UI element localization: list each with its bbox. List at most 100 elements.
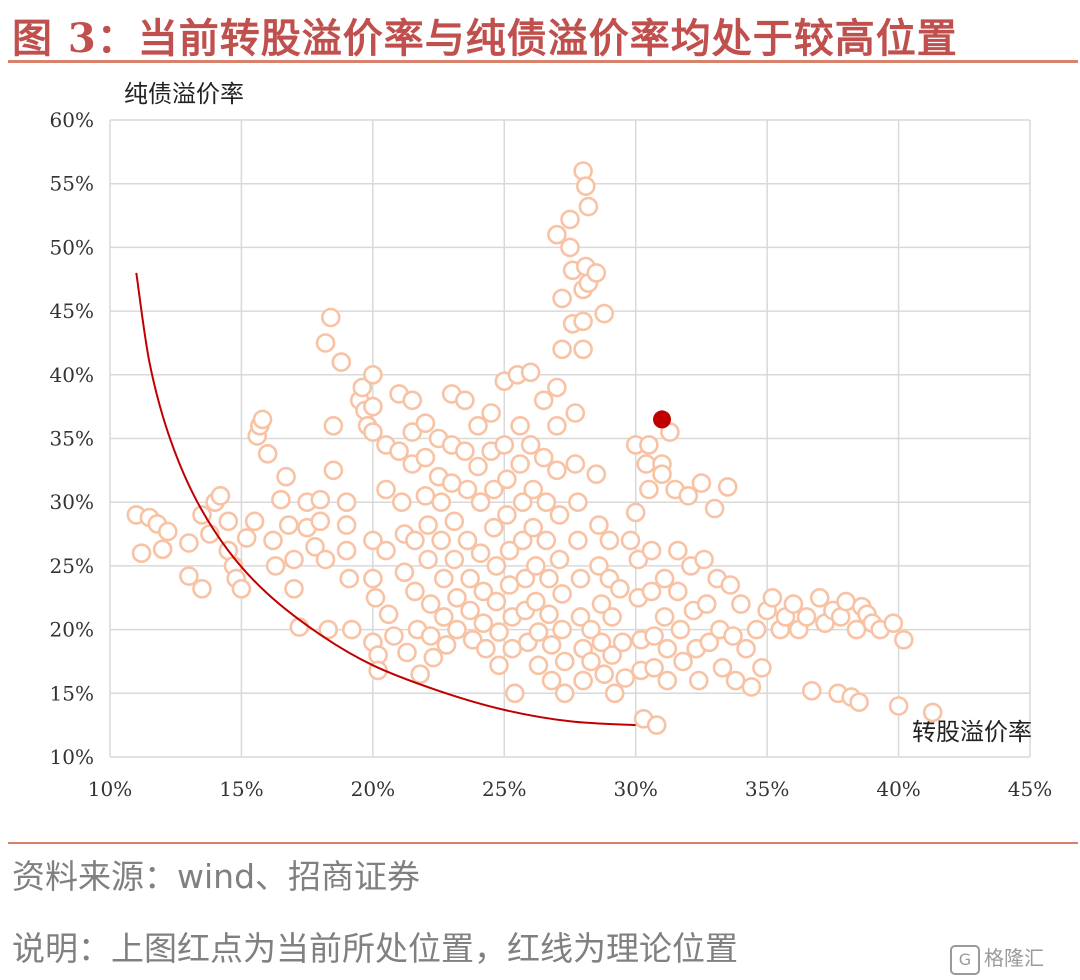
scatter-point	[639, 479, 659, 500]
scatter-point	[384, 626, 404, 646]
scatter-point	[573, 339, 593, 360]
scatter-point	[691, 473, 712, 493]
scatter-point	[688, 670, 709, 691]
scatter-point	[497, 505, 517, 525]
scatter-point	[431, 530, 452, 551]
scatter-point	[560, 237, 580, 258]
scatter-point	[423, 647, 444, 668]
scatter-point	[455, 390, 475, 411]
scatter-point	[639, 435, 659, 455]
scatter-point	[554, 651, 575, 672]
scatter-point	[528, 622, 549, 642]
scatter-point	[523, 517, 544, 538]
scatter-point	[481, 403, 501, 423]
scatter-point	[305, 536, 325, 557]
scatter-point	[405, 581, 425, 602]
scatter-point	[470, 543, 491, 564]
scatter-point	[646, 715, 667, 735]
scatter-point	[433, 607, 454, 627]
scatter-point	[752, 657, 772, 678]
y-tick-label: 55%	[50, 172, 94, 196]
scatter-point	[152, 539, 173, 560]
scatter-point	[560, 209, 580, 230]
scatter-point	[510, 415, 530, 436]
x-tick-label: 35%	[745, 777, 789, 801]
scatter-point	[641, 540, 662, 561]
scatter-point	[365, 587, 386, 608]
scatter-point	[552, 619, 572, 640]
scatter-point	[644, 657, 664, 678]
scatter-point	[602, 607, 622, 627]
scatter-point	[846, 619, 867, 640]
scatter-point	[849, 692, 869, 713]
scatter-point	[236, 528, 257, 548]
scatter-point	[257, 443, 278, 464]
x-tick-label: 40%	[876, 777, 920, 801]
scatter-point	[536, 492, 557, 513]
scatter-point	[231, 578, 252, 599]
scatter-point	[801, 680, 822, 701]
scatter-point	[483, 517, 504, 538]
scatter-point	[533, 390, 554, 411]
scatter-point	[284, 549, 304, 570]
scatter-point	[657, 670, 678, 691]
scatter-point	[694, 549, 714, 570]
scatter-point	[483, 479, 504, 500]
scatter-point	[323, 415, 344, 436]
scatter-point	[888, 696, 909, 716]
scatter-point	[252, 409, 273, 430]
scatter-point	[271, 489, 291, 510]
scatter-point	[796, 607, 817, 627]
scatter-point	[575, 176, 596, 196]
watermark: G 格隆汇	[950, 942, 1044, 975]
scatter-point	[284, 578, 304, 599]
scatter-point	[717, 477, 738, 497]
scatter-point	[431, 492, 452, 513]
scatter-point	[893, 629, 914, 650]
scatter-point	[520, 435, 541, 455]
scatter-point	[547, 377, 567, 398]
scatter-point	[389, 441, 409, 462]
scatter-point	[586, 464, 607, 485]
scatter-point	[512, 530, 533, 551]
scatter-point	[391, 492, 412, 513]
scatter-point	[512, 492, 533, 513]
scatter-point	[447, 587, 467, 608]
scatter-point	[533, 447, 554, 468]
scatter-point	[179, 533, 199, 553]
scatter-point	[570, 607, 591, 627]
scatter-point	[376, 479, 396, 500]
scatter-point	[410, 664, 431, 685]
x-tick-label: 45%	[1008, 777, 1052, 801]
scatter-point	[565, 403, 586, 423]
scatter-point	[470, 492, 491, 513]
scatter-point	[336, 515, 357, 535]
scatter-point	[263, 530, 283, 551]
scatter-point	[652, 464, 672, 485]
scatter-point	[731, 594, 751, 614]
scatter-point	[570, 568, 591, 589]
scatter-point	[455, 441, 475, 462]
scatter-point	[539, 568, 559, 589]
scatter-point	[315, 333, 336, 353]
scatter-point	[494, 435, 515, 455]
watermark-logo-icon: G	[950, 944, 980, 975]
y-tick-label: 50%	[50, 235, 94, 259]
scatter-point	[602, 645, 622, 665]
y-tick-label: 45%	[50, 299, 94, 323]
scatter-point	[783, 594, 804, 614]
scatter-point	[554, 683, 575, 704]
scatter-point	[460, 568, 480, 589]
scatter-point	[336, 492, 357, 513]
scatter-point	[641, 581, 662, 602]
scatter-point	[363, 396, 383, 417]
scatter-point	[468, 415, 488, 436]
scatter-point	[536, 530, 557, 551]
scatter-point	[720, 575, 741, 595]
scatter-point	[289, 617, 310, 637]
scatter-point	[457, 530, 478, 551]
scatter-point	[578, 196, 599, 217]
footer-divider	[8, 842, 1078, 844]
scatter-point	[620, 530, 641, 551]
scatter-point	[594, 303, 615, 324]
